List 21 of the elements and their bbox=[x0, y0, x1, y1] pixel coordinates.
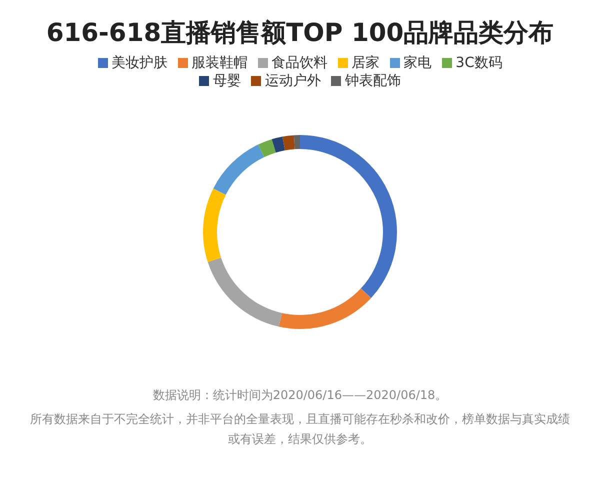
legend-label: 食品饮料 bbox=[272, 55, 328, 71]
legend-label: 服装鞋帽 bbox=[192, 55, 248, 71]
legend-label: 运动户外 bbox=[265, 73, 321, 89]
legend-label: 钟表配饰 bbox=[345, 73, 401, 89]
legend-label: 母婴 bbox=[213, 73, 241, 89]
donut-slice bbox=[300, 135, 397, 298]
chart-title: 616-618直播销售额TOP 100品牌品类分布 bbox=[45, 17, 555, 49]
donut-slice bbox=[282, 135, 295, 150]
donut-slice bbox=[272, 136, 285, 153]
donut-slice bbox=[294, 135, 300, 150]
donut-slice bbox=[213, 144, 264, 195]
donut-slice bbox=[203, 188, 226, 262]
donut-slice bbox=[258, 139, 276, 158]
donut-slice bbox=[278, 288, 372, 329]
legend-label: 3C数码 bbox=[456, 55, 502, 71]
text: 数据说明：统计时间为2020/06/16——2020/06/18。 bbox=[152, 387, 448, 404]
donut-slice bbox=[208, 258, 282, 327]
legend-label: 家电 bbox=[404, 55, 432, 71]
legend-label: 居家 bbox=[352, 55, 380, 71]
legend-label: 美妆护肤 bbox=[112, 55, 168, 71]
text: 所有数据来自于不完全统计，并非平台的全量表现，且直播可能存在秒杀和改价，榜单数据与真实成绩或有误差，结果仅供参考。 bbox=[29, 411, 571, 448]
